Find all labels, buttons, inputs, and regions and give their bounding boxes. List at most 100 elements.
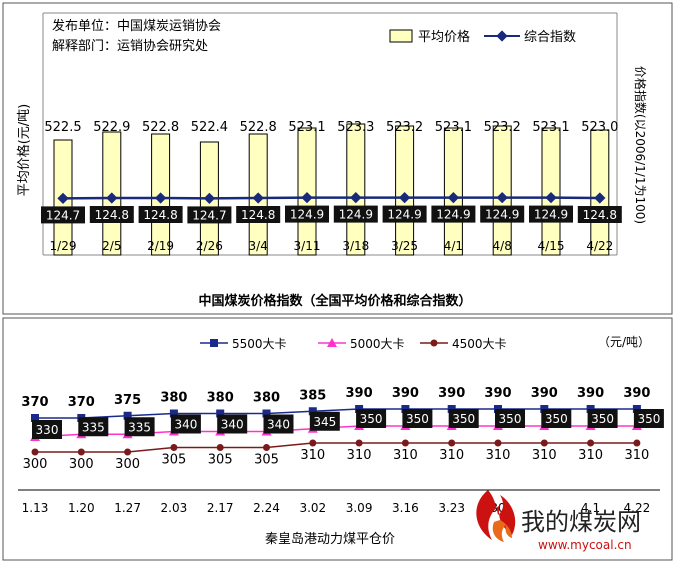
- value-label-box-5000: [263, 414, 294, 434]
- value-label-box-5000: [170, 414, 201, 434]
- index-label-box: [138, 206, 183, 223]
- value-label-box-5000: [402, 409, 433, 428]
- value-label-5000: 350: [591, 412, 614, 426]
- category-tick-label: 3/4: [249, 239, 268, 253]
- index-label: 124.8: [143, 208, 177, 222]
- index-label-box: [480, 205, 525, 223]
- value-label-4500: 305: [161, 453, 186, 468]
- value-label-5000: 340: [174, 418, 197, 432]
- value-label-4500: 300: [23, 457, 48, 472]
- value-label-5000: 335: [82, 420, 105, 434]
- index-label: 124.9: [534, 208, 568, 222]
- bottom-category-tick: 3.23: [438, 501, 465, 515]
- index-label-box: [382, 205, 427, 223]
- value-label-5000: 350: [452, 412, 475, 426]
- legend-series-label: 5000大卡: [350, 337, 405, 351]
- value-label-4500: 310: [624, 448, 649, 463]
- value-label-4500: 300: [69, 457, 94, 472]
- index-label: 124.7: [192, 208, 226, 222]
- value-label-box-5000: [495, 409, 525, 428]
- marker-circle: [401, 439, 409, 447]
- avg-price-label: 522.8: [240, 120, 277, 135]
- marker-circle: [430, 339, 438, 347]
- avg-price-bar: [492, 125, 512, 256]
- index-line: [62, 196, 600, 200]
- index-label-box: [285, 205, 329, 223]
- category-tick-label: 4/8: [493, 239, 512, 253]
- value-label-5500: 390: [531, 386, 558, 401]
- value-label-box-5000: [78, 417, 109, 437]
- value-label-4500: 310: [439, 448, 464, 463]
- value-label-5500: 375: [114, 393, 141, 408]
- index-point: [398, 191, 411, 204]
- bottom-category-tick: 2.17: [207, 501, 234, 515]
- bottom-unit-label: （元/吨）: [598, 335, 650, 349]
- watermark-logo: [476, 490, 516, 542]
- top-chart-title: 中国煤炭价格指数（全国平均价格和综合指数）: [198, 293, 471, 309]
- bottom-category-tick: 2.03: [161, 501, 188, 515]
- category-tick-label: 3/25: [391, 239, 418, 253]
- category-tick-label: 4/22: [586, 239, 613, 253]
- index-point: [154, 192, 167, 204]
- value-label-5000: 330: [36, 423, 59, 437]
- value-label-5000: 350: [499, 412, 522, 426]
- value-label-box-5000: [448, 409, 479, 428]
- avg-price-label: 523.1: [532, 120, 569, 135]
- avg-price-label: 523.0: [581, 120, 618, 135]
- legend-index-label: 综合指数: [524, 30, 576, 45]
- legend-bar-label: 平均价格: [418, 29, 470, 45]
- value-label-5000: 340: [221, 418, 244, 432]
- value-label-5000: 335: [128, 420, 151, 434]
- index-label: 124.9: [436, 208, 470, 222]
- value-label-box-5000: [633, 409, 664, 428]
- marker-square: [169, 409, 178, 418]
- marker-square: [262, 409, 271, 418]
- index-label-box: [431, 205, 476, 223]
- marker-circle: [540, 439, 548, 447]
- category-tick-label: 4/15: [538, 239, 565, 253]
- watermark-text: 我的煤炭网: [521, 508, 641, 536]
- value-label-box-5000: [309, 411, 340, 431]
- marker-circle: [170, 444, 178, 451]
- avg-price-label: 523.2: [386, 120, 423, 135]
- marker-circle: [263, 444, 270, 451]
- value-label-5500: 380: [160, 391, 187, 406]
- bottom-category-tick: 1.27: [114, 501, 141, 515]
- index-label-box: [187, 206, 232, 224]
- index-label-box: [41, 206, 85, 224]
- avg-price-bar: [395, 125, 415, 256]
- value-label-box-5000: [124, 417, 155, 437]
- value-label-5500: 390: [484, 386, 511, 401]
- value-label-4500: 310: [532, 448, 557, 463]
- index-point: [203, 192, 216, 205]
- index-label: 124.8: [241, 208, 275, 222]
- category-tick-label: 2/26: [196, 239, 223, 253]
- value-label-5500: 370: [21, 395, 48, 410]
- top-interpreter: 解释部门：运销协会研究处: [52, 39, 208, 54]
- value-label-box-5000: [217, 414, 248, 434]
- watermark-url: www.mycoal.cn: [538, 538, 632, 552]
- avg-price-label: 523.1: [435, 120, 472, 135]
- bottom-category-tick: 1.20: [68, 501, 95, 515]
- avg-price-label: 522.5: [44, 120, 81, 135]
- marker-circle: [448, 439, 456, 447]
- top-publisher: 发布单位：中国煤炭运销协会: [52, 18, 221, 34]
- value-label-5500: 380: [253, 391, 280, 406]
- value-label-box-5000: [356, 409, 387, 428]
- legend-series-label: 4500大卡: [452, 337, 507, 351]
- value-label-5000: 350: [406, 412, 429, 426]
- marker-circle: [77, 448, 85, 456]
- bottom-category-tick: 3.16: [392, 501, 419, 515]
- index-label: 124.9: [485, 208, 519, 222]
- bottom-category-tick: 3.02: [299, 501, 326, 515]
- value-label-box-5000: [587, 409, 618, 428]
- avg-price-label: 523.1: [288, 120, 325, 135]
- value-label-5500: 370: [68, 395, 95, 410]
- legend-series-label: 5500大卡: [232, 337, 287, 351]
- marker-square: [123, 411, 132, 420]
- value-label-4500: 310: [300, 448, 325, 463]
- value-label-5500: 390: [346, 386, 373, 401]
- value-label-4500: 310: [393, 448, 418, 463]
- value-label-4500: 305: [254, 453, 279, 468]
- index-label: 124.8: [95, 208, 129, 222]
